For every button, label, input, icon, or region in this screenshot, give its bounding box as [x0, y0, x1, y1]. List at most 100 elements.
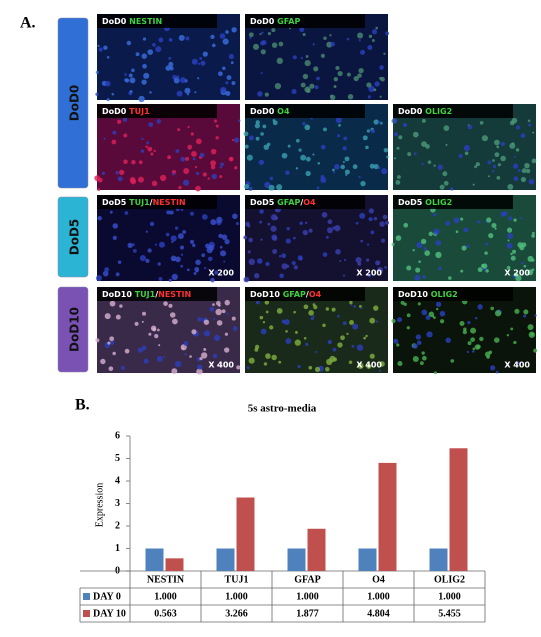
stage-text: DoD10	[250, 290, 280, 299]
cell	[453, 217, 460, 224]
cell	[153, 149, 156, 153]
cell	[300, 56, 303, 60]
cell	[524, 162, 530, 169]
cell	[315, 350, 318, 353]
image-label: DoD0 O4	[250, 107, 290, 116]
cell	[513, 176, 519, 182]
stage-text: DoD0	[250, 107, 275, 116]
cell	[371, 29, 378, 35]
cell	[484, 251, 488, 255]
cell	[130, 178, 137, 185]
cell	[466, 244, 470, 248]
cell	[117, 119, 122, 124]
cell	[109, 300, 116, 307]
stage-label: DoD5	[68, 219, 82, 256]
cell	[155, 46, 162, 53]
cell	[292, 55, 297, 60]
cell	[285, 338, 292, 344]
cell	[342, 146, 347, 151]
cell	[169, 312, 176, 318]
label-band	[97, 104, 217, 118]
x-tick-label: NESTIN	[147, 574, 185, 585]
cell	[115, 171, 119, 175]
cell	[479, 121, 484, 125]
cell	[231, 316, 236, 321]
cell	[532, 131, 535, 134]
cell	[506, 265, 511, 270]
cell	[531, 158, 537, 164]
cell	[278, 360, 282, 364]
cell	[243, 276, 250, 283]
cell	[316, 76, 320, 81]
cell	[168, 56, 172, 60]
cell	[232, 213, 238, 219]
cell	[523, 309, 529, 315]
cell	[355, 256, 362, 264]
cell	[506, 227, 513, 233]
cell	[219, 245, 223, 249]
cell	[494, 152, 500, 158]
cell	[366, 258, 370, 262]
cell	[183, 168, 190, 174]
cell	[510, 327, 514, 331]
marker-text: O4	[303, 198, 316, 207]
cell	[415, 334, 421, 340]
cell	[310, 316, 314, 321]
cell	[141, 345, 147, 351]
cell	[158, 344, 161, 347]
legend-swatch	[83, 593, 90, 600]
cell	[381, 168, 388, 175]
cell	[267, 222, 271, 226]
cell	[175, 360, 182, 368]
cell	[352, 323, 359, 330]
cell	[131, 68, 135, 73]
cell	[395, 235, 402, 241]
cell	[260, 132, 264, 136]
cell	[412, 356, 419, 363]
cell	[272, 235, 278, 242]
cell	[187, 93, 190, 96]
cell	[479, 336, 484, 342]
cell	[158, 37, 164, 43]
cell	[335, 248, 341, 255]
cell	[194, 267, 200, 272]
cell	[421, 118, 426, 123]
cell	[381, 238, 386, 243]
cell	[445, 220, 451, 226]
marker-text: O4	[309, 290, 322, 299]
cell	[347, 94, 354, 100]
cell	[180, 264, 184, 268]
stage-tab	[57, 286, 89, 373]
cell	[189, 239, 195, 244]
cell	[124, 348, 130, 354]
bar	[358, 548, 377, 571]
micrograph: DoD5 OLIG2 X 200	[391, 195, 536, 282]
cell	[262, 321, 266, 324]
separator: /	[150, 198, 153, 207]
cell	[176, 90, 183, 97]
cell	[224, 299, 230, 306]
cell	[373, 88, 377, 92]
cell	[360, 306, 363, 310]
cell	[421, 141, 427, 148]
y-axis-label: Expression	[94, 483, 105, 527]
cell	[97, 44, 100, 48]
cell	[171, 368, 178, 375]
cell	[225, 81, 229, 85]
cell	[172, 172, 175, 176]
cell	[286, 226, 290, 231]
cell	[332, 168, 335, 172]
cell	[104, 267, 110, 273]
cell	[103, 137, 106, 140]
cell	[248, 357, 255, 364]
cell	[107, 341, 111, 345]
cell	[211, 43, 216, 48]
cell	[168, 38, 173, 42]
cell	[262, 124, 267, 129]
cell	[102, 270, 109, 277]
cell	[534, 314, 537, 317]
cell	[470, 327, 477, 334]
cell	[218, 304, 221, 307]
cell	[355, 221, 359, 225]
magnification: X 400	[504, 361, 530, 370]
